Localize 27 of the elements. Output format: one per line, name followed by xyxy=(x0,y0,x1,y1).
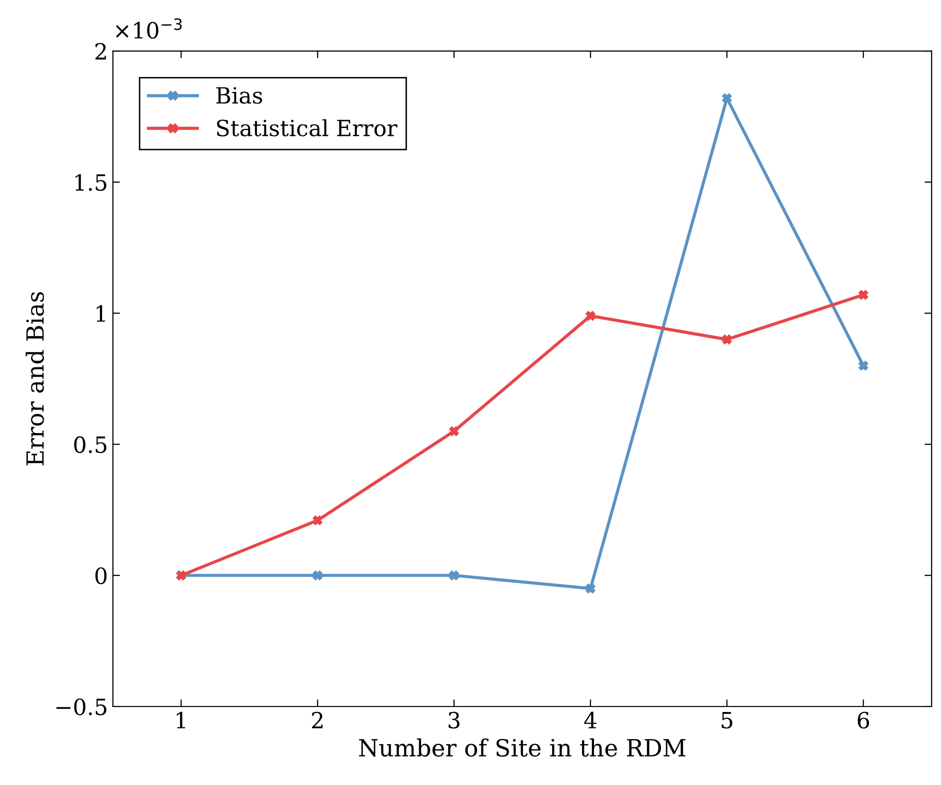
legend-label: Bias xyxy=(216,87,262,104)
x-tick-label: 5 xyxy=(722,712,732,729)
x-tick-label: 6 xyxy=(858,712,870,729)
point xyxy=(312,570,322,580)
text: ×10$^{−3}$ xyxy=(116,18,182,39)
point xyxy=(449,570,459,580)
point xyxy=(722,93,732,104)
point xyxy=(722,334,732,344)
x-tick-label: 2 xyxy=(312,712,322,728)
point xyxy=(858,290,868,300)
point xyxy=(449,426,459,436)
y-tick-label: −0.5 xyxy=(56,698,106,716)
y-tick-label: 0.5 xyxy=(74,436,106,454)
point xyxy=(312,515,322,526)
y-tick-label: 1 xyxy=(96,305,105,322)
y-tick-label: 2 xyxy=(95,42,106,60)
y-axis-title: Error and Bias xyxy=(26,292,44,466)
x-tick-label: 3 xyxy=(448,712,460,729)
y-tick-label: 0 xyxy=(95,567,107,584)
point xyxy=(586,584,596,594)
y-tick-label: 1.5 xyxy=(75,174,106,191)
x-tick-label: 4 xyxy=(584,712,596,728)
x-axis-title: Number of Site in the RDM xyxy=(359,738,686,757)
point xyxy=(858,360,868,371)
x-tick-label: 1 xyxy=(176,712,186,728)
point xyxy=(586,310,596,321)
legend-label: Statistical Error xyxy=(217,119,398,136)
